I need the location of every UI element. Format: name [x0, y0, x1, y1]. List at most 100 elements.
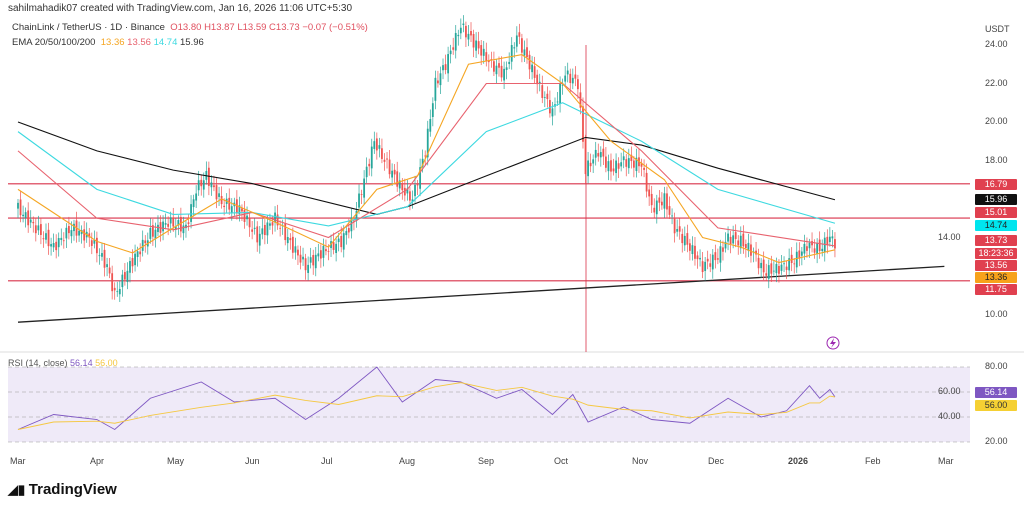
candle — [187, 222, 190, 224]
candle — [416, 184, 419, 186]
candle — [289, 238, 292, 241]
candle — [770, 263, 773, 274]
candle — [780, 264, 783, 271]
candle — [118, 288, 121, 295]
candle — [406, 188, 409, 194]
candle — [398, 180, 401, 189]
candle — [503, 68, 505, 81]
candle — [757, 257, 760, 269]
candle — [42, 238, 45, 240]
candle — [60, 237, 63, 241]
candle — [73, 223, 75, 232]
candle — [98, 255, 101, 257]
candle — [617, 163, 620, 169]
rsi-legend: RSI (14, close) 56.14 56.00 — [8, 358, 118, 368]
ema-legend: EMA 20/50/100/200 13.36 13.56 14.74 15.9… — [12, 37, 204, 48]
candle — [419, 167, 422, 189]
price-tick: 22.00 — [985, 77, 1008, 88]
candle — [22, 214, 24, 217]
candle — [121, 274, 124, 288]
candle — [744, 244, 747, 249]
candle — [645, 172, 648, 192]
price-tag: 18:23:36 — [975, 248, 1017, 259]
candle — [129, 261, 131, 273]
candle — [556, 101, 559, 103]
candle — [724, 241, 727, 249]
candle — [640, 162, 643, 167]
candle — [241, 208, 243, 212]
candle — [714, 252, 717, 261]
candle — [701, 261, 704, 273]
time-tick: Aug — [399, 456, 416, 466]
candle — [676, 229, 679, 232]
candle — [722, 247, 724, 252]
price-tag: 16.79 — [975, 179, 1017, 190]
candle — [587, 160, 589, 177]
candle — [45, 233, 47, 240]
candle — [663, 193, 666, 209]
candle — [370, 146, 373, 169]
candle — [347, 228, 350, 233]
rsi-tick: 80.00 — [985, 361, 1008, 371]
symbol-name[interactable]: ChainLink / TetherUS · 1D · Binance — [12, 22, 165, 33]
candle — [368, 163, 371, 167]
candle — [620, 162, 623, 167]
time-tick: Feb — [865, 456, 881, 466]
candle — [472, 34, 475, 48]
candle — [584, 138, 587, 175]
rsi-value: 56.14 — [70, 358, 93, 368]
candle — [457, 34, 460, 37]
price-tag: 13.36 — [975, 272, 1017, 283]
candle — [190, 204, 192, 222]
candle — [172, 217, 175, 227]
candle — [116, 291, 119, 293]
candle — [386, 158, 388, 160]
candle — [123, 272, 126, 280]
candle — [68, 226, 70, 234]
candle — [579, 92, 582, 108]
candle — [793, 263, 796, 265]
candle — [429, 119, 432, 132]
candle — [365, 166, 368, 178]
candle — [179, 216, 182, 232]
candle — [709, 263, 712, 267]
candle — [40, 224, 42, 235]
candle — [612, 168, 615, 172]
price-tick: 24.00 — [985, 39, 1008, 49]
candle — [345, 231, 348, 236]
candle — [549, 100, 551, 114]
candle — [719, 246, 722, 263]
candle — [269, 223, 271, 226]
candle — [302, 256, 304, 260]
candle — [52, 243, 55, 248]
candle — [434, 77, 437, 101]
candle — [375, 138, 378, 151]
candle — [729, 236, 732, 245]
candle — [561, 84, 564, 86]
candle — [215, 185, 218, 200]
rsi-label[interactable]: RSI (14, close) — [8, 358, 68, 368]
tradingview-logo[interactable]: ◢▮ TradingView — [8, 481, 117, 498]
candle — [515, 35, 518, 47]
candle — [449, 50, 452, 55]
candle — [668, 206, 671, 215]
candle — [737, 240, 740, 246]
candle — [747, 242, 750, 251]
candle — [90, 240, 93, 246]
candle — [536, 74, 539, 85]
candle — [783, 263, 785, 265]
candle — [655, 200, 658, 215]
candle — [475, 40, 477, 51]
ema20-line — [17, 54, 836, 264]
price-tag: 15.96 — [975, 194, 1017, 205]
ema-label[interactable]: EMA 20/50/100/200 — [12, 37, 96, 48]
rsi-ma-line — [17, 382, 836, 430]
candle — [513, 47, 516, 49]
candle — [694, 245, 696, 259]
candle — [760, 262, 763, 269]
candle — [490, 59, 493, 60]
ema100-value: 14.74 — [153, 37, 178, 48]
candle — [704, 261, 707, 271]
